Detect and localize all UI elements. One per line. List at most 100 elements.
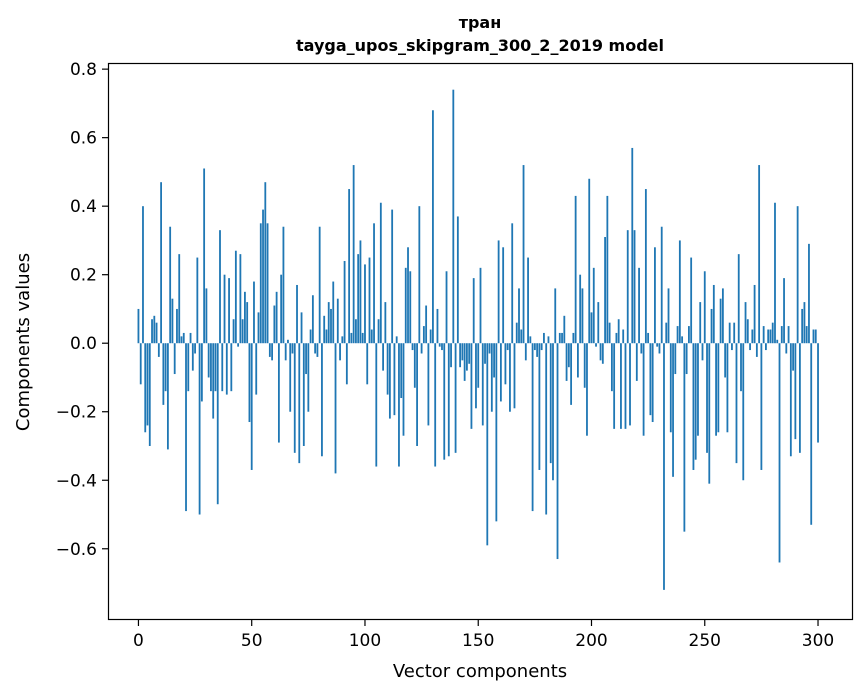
bar	[477, 343, 480, 388]
bar	[341, 336, 344, 344]
bar	[418, 206, 421, 344]
bar	[758, 165, 761, 344]
bar	[212, 343, 215, 419]
y-tick-label: −0.6	[56, 540, 97, 560]
bar	[717, 343, 720, 433]
bar	[647, 332, 650, 344]
bar	[232, 319, 235, 344]
bar	[447, 343, 450, 457]
bar	[690, 257, 693, 344]
bar	[783, 278, 785, 344]
x-tick-label: 100	[349, 631, 381, 651]
bar	[318, 226, 321, 344]
bar	[262, 209, 264, 344]
bar	[547, 336, 550, 344]
bar	[386, 343, 389, 395]
bar	[309, 329, 312, 344]
bar	[250, 343, 253, 470]
bar	[552, 343, 554, 481]
bar	[472, 278, 475, 344]
bar	[413, 343, 416, 388]
bar	[724, 343, 727, 378]
bar	[812, 329, 815, 344]
bar	[574, 195, 577, 344]
bar	[336, 298, 339, 344]
bar	[445, 271, 448, 344]
bar	[651, 343, 654, 423]
bar	[692, 343, 695, 470]
bar	[522, 165, 525, 344]
bar	[219, 230, 221, 344]
bar	[778, 343, 781, 563]
bar	[640, 343, 643, 354]
bar	[606, 195, 609, 344]
bar	[794, 343, 797, 440]
chart-title: тран	[459, 13, 502, 32]
bar	[656, 343, 659, 347]
bar	[142, 206, 144, 344]
bar	[715, 343, 717, 436]
bar	[721, 288, 724, 344]
bar	[595, 343, 597, 347]
y-tick-label: 0.6	[70, 129, 97, 149]
bar	[570, 343, 573, 405]
bar	[198, 343, 201, 515]
chart-subtitle: tayga_upos_skipgram_300_2_2019 model	[296, 36, 664, 55]
bar	[334, 343, 337, 474]
bar	[708, 343, 711, 484]
bar	[200, 343, 203, 402]
bar	[529, 336, 532, 344]
bar	[590, 312, 593, 344]
bar	[461, 343, 464, 361]
bar	[411, 343, 414, 351]
bar	[207, 343, 210, 378]
bar	[579, 274, 582, 344]
bar	[543, 332, 545, 344]
bar	[345, 343, 348, 385]
x-tick-label: 50	[241, 631, 263, 651]
bar	[728, 322, 731, 344]
bar	[438, 343, 441, 347]
bar	[685, 343, 688, 375]
bar	[810, 343, 813, 525]
bar	[173, 343, 176, 375]
bar	[361, 332, 364, 344]
bar	[182, 332, 185, 344]
bar	[205, 288, 208, 344]
bar	[388, 343, 391, 419]
bar	[808, 243, 810, 344]
bar	[787, 326, 790, 344]
bar	[785, 343, 788, 354]
bar	[479, 267, 482, 344]
bar	[164, 343, 167, 392]
bar	[592, 267, 595, 344]
bar	[484, 343, 486, 364]
bar	[228, 278, 230, 344]
bar	[187, 343, 190, 392]
bar	[420, 343, 423, 354]
bar	[654, 247, 656, 344]
bar	[610, 343, 613, 392]
bar	[137, 308, 140, 344]
bar	[180, 336, 183, 344]
bar	[803, 302, 806, 344]
bar	[540, 343, 543, 351]
bar	[635, 343, 638, 381]
bar	[703, 271, 706, 344]
bar	[629, 343, 631, 426]
bar	[225, 343, 228, 395]
bar	[588, 178, 591, 344]
bar	[563, 315, 566, 344]
bar	[769, 329, 772, 344]
bar	[626, 230, 629, 344]
bar	[409, 271, 412, 344]
bar	[416, 343, 418, 446]
bar	[355, 319, 357, 344]
bar	[379, 202, 382, 344]
bar	[760, 343, 763, 470]
bar	[148, 343, 151, 446]
bar	[291, 343, 294, 354]
bar	[660, 226, 663, 344]
bar	[300, 312, 303, 344]
bar	[364, 264, 366, 344]
